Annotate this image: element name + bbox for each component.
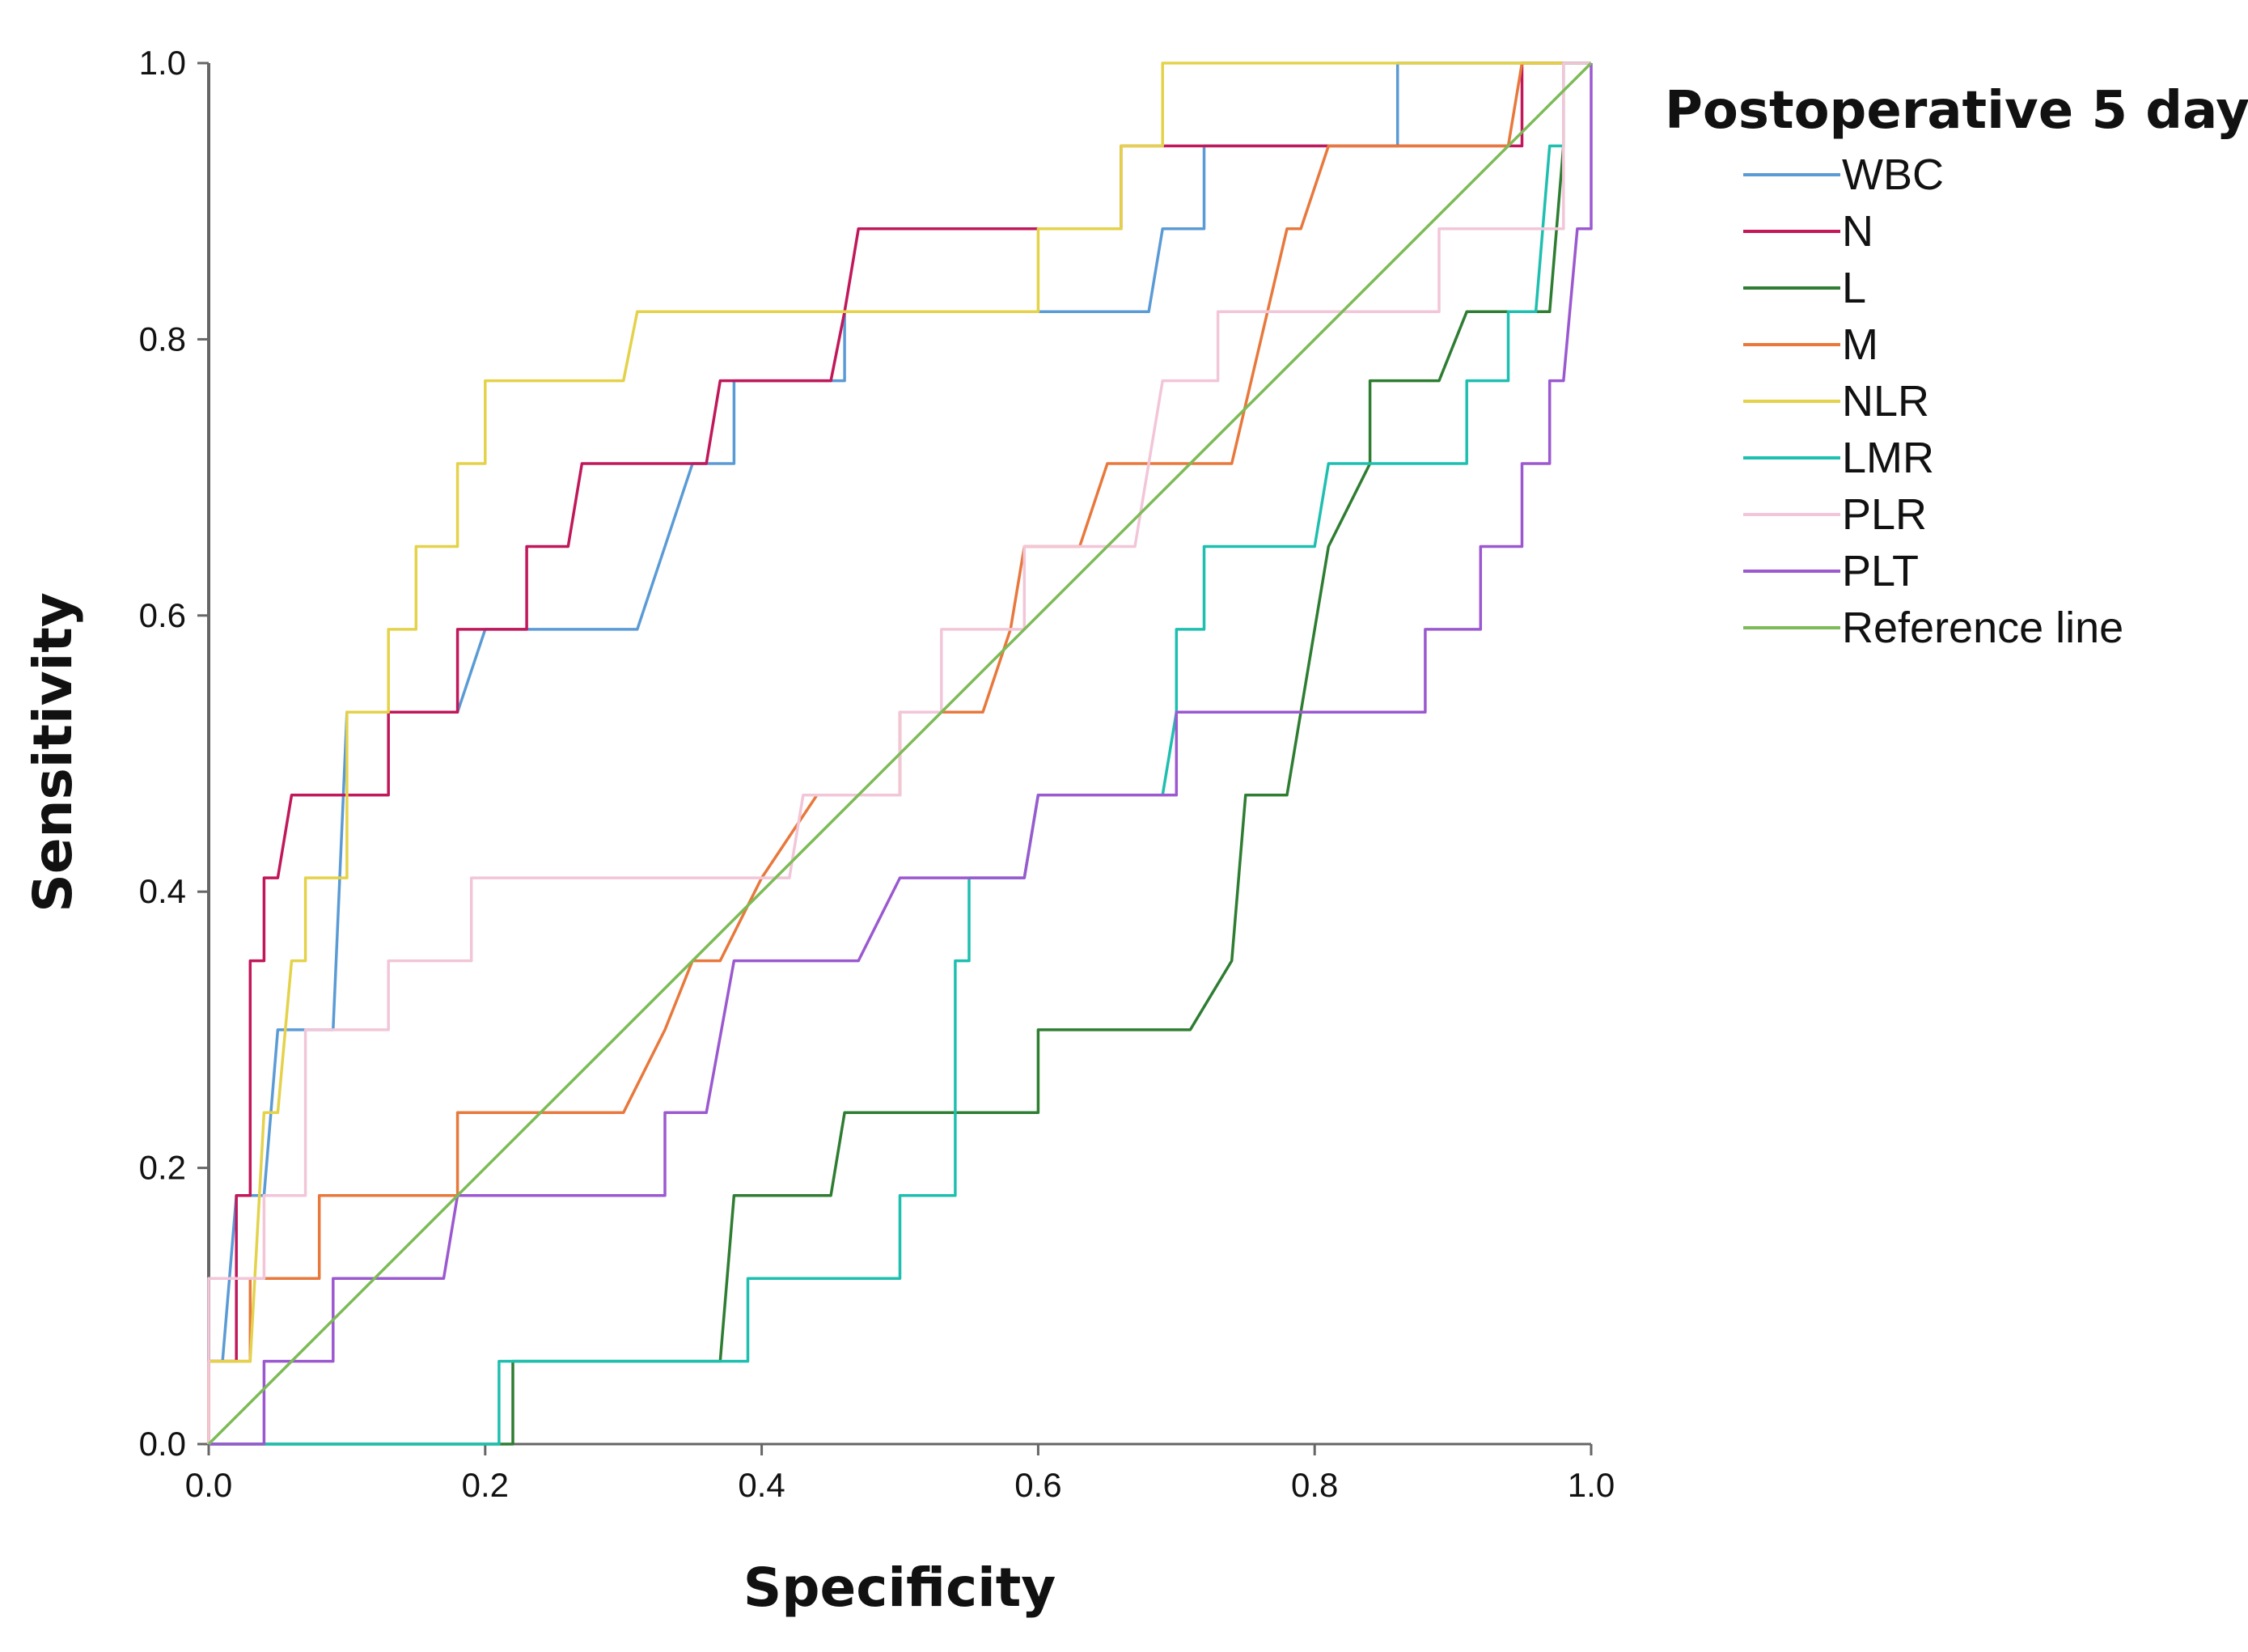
y-tick-label: 0.4 xyxy=(139,872,186,910)
x-tick-label: 0.0 xyxy=(185,1466,232,1504)
series-line-n xyxy=(207,61,1591,1444)
y-tick-label: 0.2 xyxy=(139,1149,186,1187)
legend-label-plt: PLT xyxy=(1842,547,1919,595)
series-line-nlr xyxy=(207,61,1591,1444)
x-tick-label: 0.2 xyxy=(462,1466,509,1504)
y-axis-title: Sensitivity xyxy=(22,592,84,913)
y-tick-label: 1.0 xyxy=(139,44,186,82)
legend-title: Postoperative 5 day xyxy=(1665,81,2248,141)
x-tick-label: 0.6 xyxy=(1014,1466,1061,1504)
legend: Postoperative 5 day WBC NLM NLR LMR PLR PLT Re… xyxy=(1665,81,2248,652)
legend-label-lmr: LMR xyxy=(1842,434,1934,482)
legend-label-plr: PLR xyxy=(1842,490,1927,539)
series-line-l xyxy=(209,61,1591,1446)
series-line-plr xyxy=(207,61,1591,1444)
legend-label-n: N xyxy=(1842,207,1873,256)
x-tick-label: 0.8 xyxy=(1291,1466,1338,1504)
x-tick-label: 0.4 xyxy=(738,1466,785,1504)
legend-label-reference-line: Reference line xyxy=(1842,604,2123,652)
legend-label-nlr: NLR xyxy=(1842,377,1929,426)
legend-label-m: M xyxy=(1842,320,1878,369)
series-line-plt xyxy=(209,63,1593,1446)
legend-label-wbc: WBC xyxy=(1842,150,1944,199)
y-tick-label: 0.0 xyxy=(139,1425,186,1463)
x-axis-title: Specificity xyxy=(743,1557,1056,1619)
y-tick-label: 0.6 xyxy=(139,596,186,634)
series-line-reference-line xyxy=(207,61,1593,1446)
legend-label-l: L xyxy=(1842,264,1866,312)
series-layer xyxy=(207,61,1593,1446)
y-tick-label: 0.8 xyxy=(139,320,186,358)
x-tick-label: 1.0 xyxy=(1568,1466,1615,1504)
ticks: 0.0 0.2 0.4 0.6 0.8 1.0 0.0 0.2 0.4 0.6 0.8 1.0 xyxy=(139,44,1615,1504)
